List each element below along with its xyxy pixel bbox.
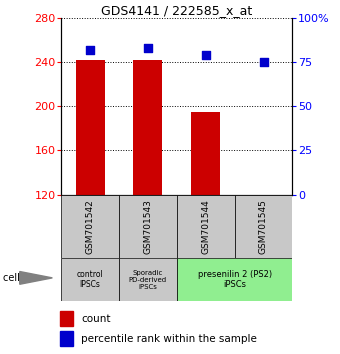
- Text: GSM701545: GSM701545: [259, 199, 268, 254]
- Bar: [75, 60, 105, 195]
- FancyBboxPatch shape: [61, 258, 119, 301]
- Text: presenilin 2 (PS2)
iPSCs: presenilin 2 (PS2) iPSCs: [198, 270, 272, 289]
- Text: GSM701542: GSM701542: [86, 199, 95, 254]
- FancyBboxPatch shape: [235, 195, 292, 258]
- FancyBboxPatch shape: [119, 195, 177, 258]
- Point: [87, 47, 93, 52]
- Polygon shape: [20, 272, 52, 284]
- Text: GSM701544: GSM701544: [201, 199, 210, 254]
- Bar: [60, 311, 72, 326]
- Text: count: count: [81, 314, 111, 324]
- Point: [203, 52, 208, 58]
- FancyBboxPatch shape: [61, 195, 119, 258]
- Title: GDS4141 / 222585_x_at: GDS4141 / 222585_x_at: [101, 4, 252, 17]
- Bar: [133, 60, 163, 195]
- Point: [261, 59, 266, 65]
- FancyBboxPatch shape: [177, 195, 235, 258]
- Bar: [191, 112, 220, 195]
- Text: GSM701543: GSM701543: [143, 199, 152, 254]
- FancyBboxPatch shape: [119, 258, 177, 301]
- Text: percentile rank within the sample: percentile rank within the sample: [81, 334, 257, 344]
- Point: [145, 45, 151, 51]
- FancyBboxPatch shape: [177, 258, 292, 301]
- Bar: [60, 331, 72, 346]
- Text: control
IPSCs: control IPSCs: [77, 270, 103, 289]
- Text: Sporadic
PD-derived
iPSCs: Sporadic PD-derived iPSCs: [129, 270, 167, 290]
- Text: cell line: cell line: [3, 273, 41, 283]
